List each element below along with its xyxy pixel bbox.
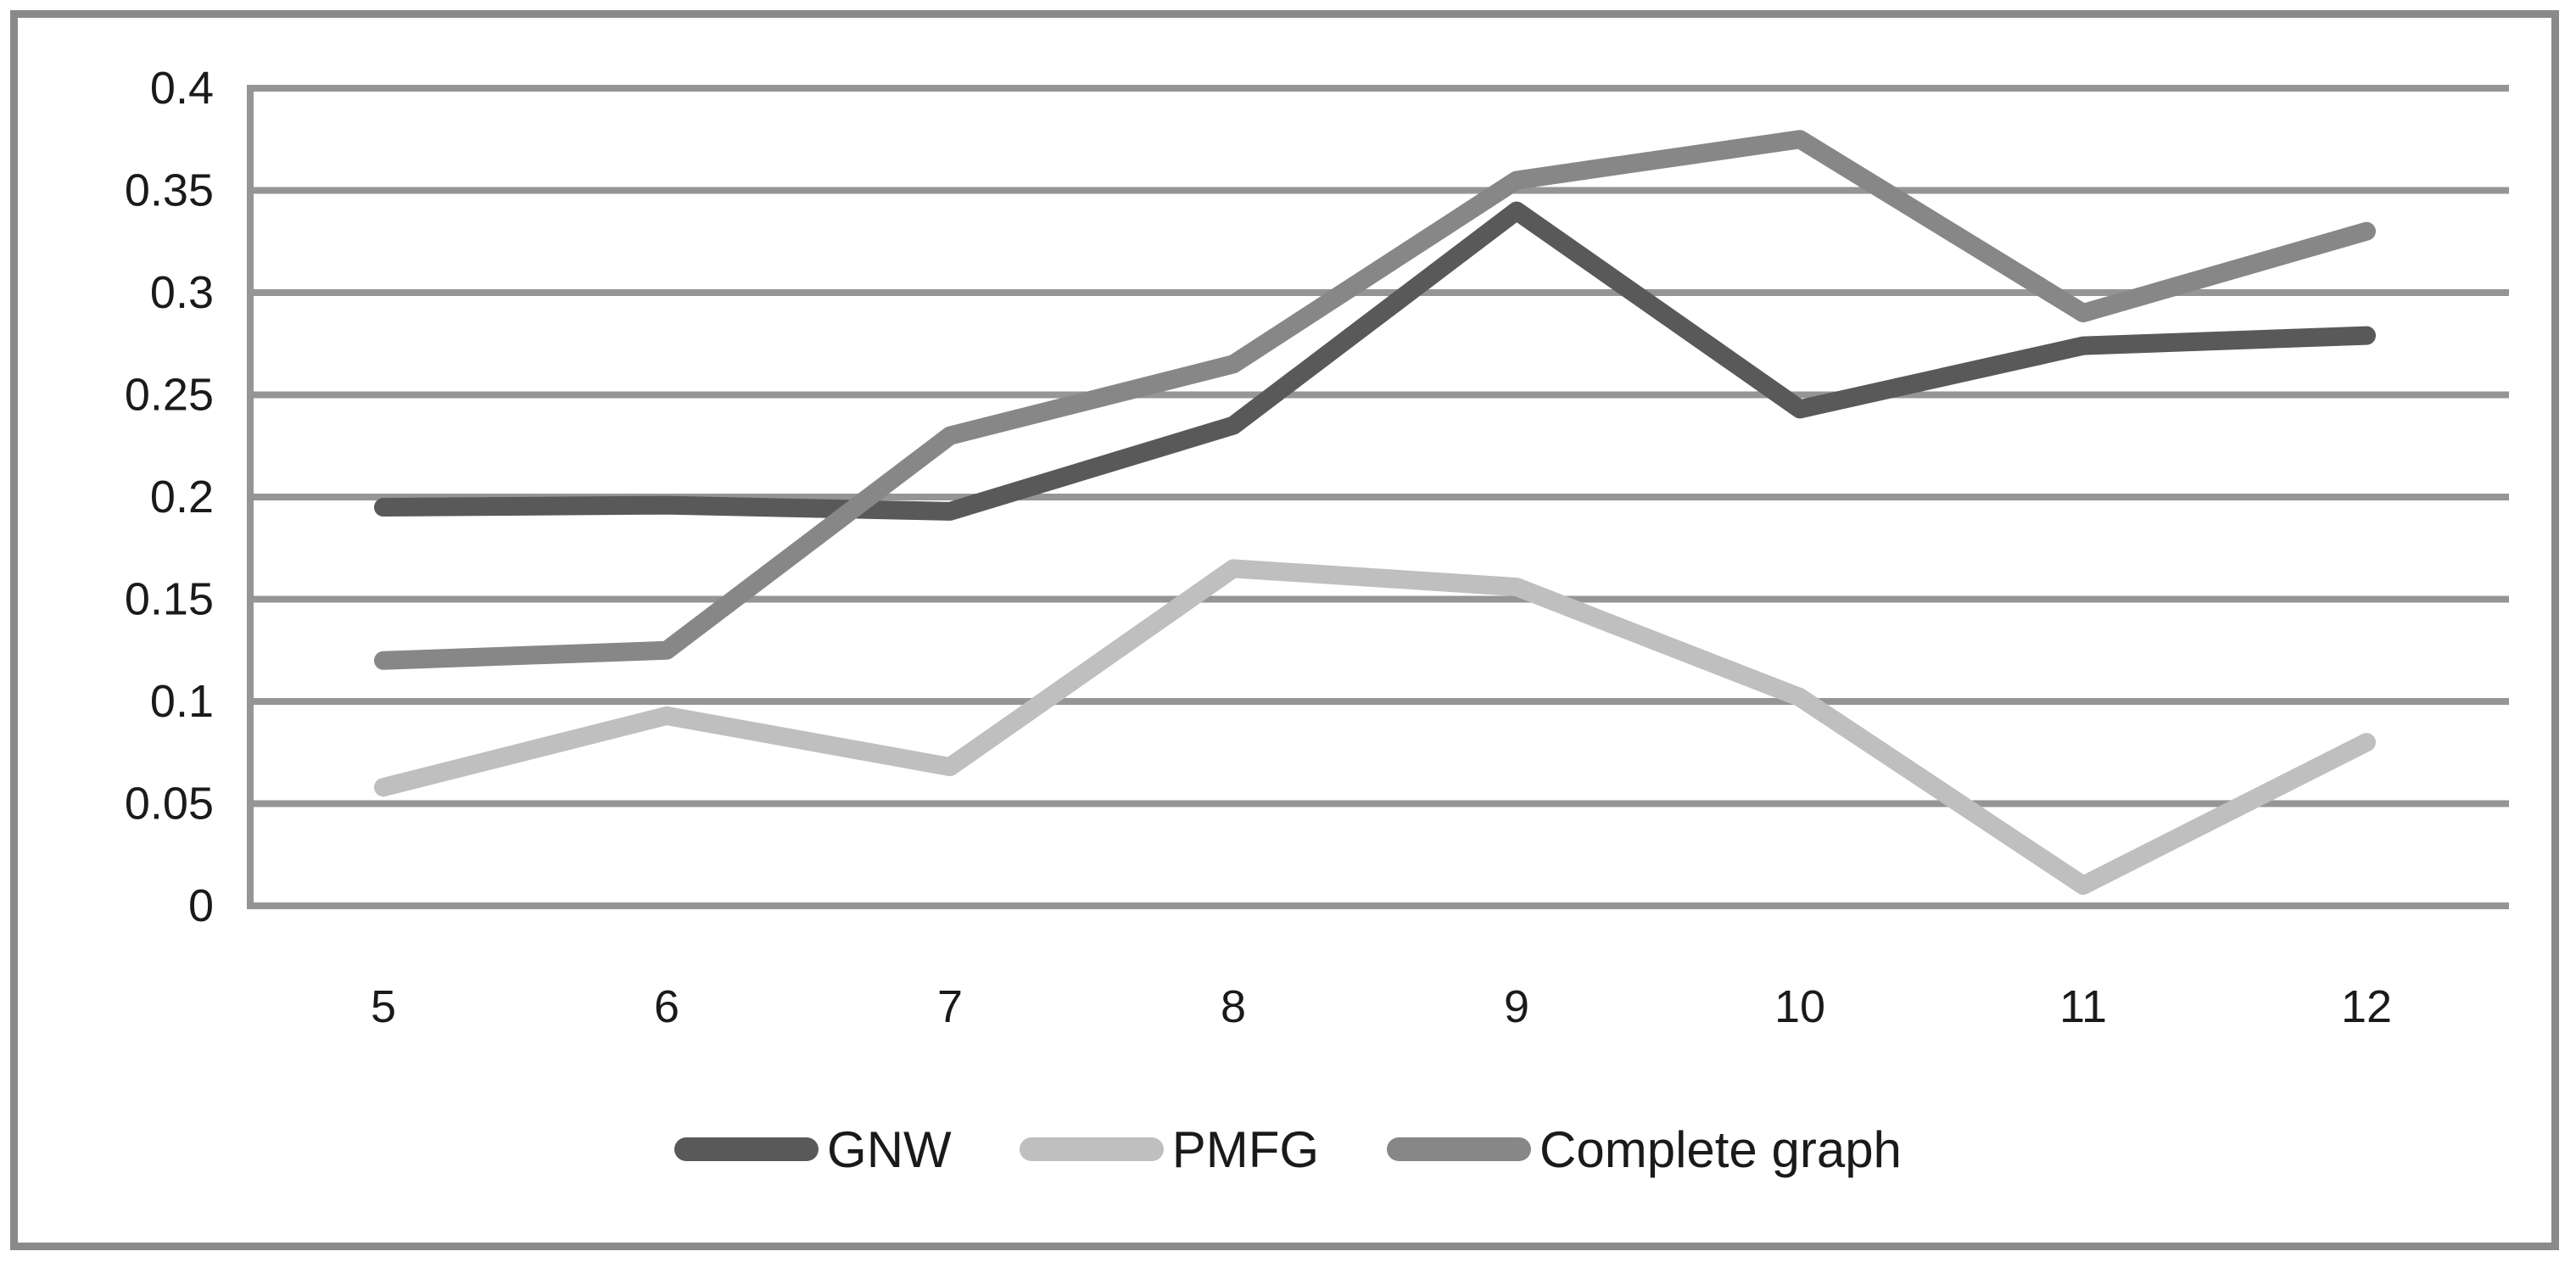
legend-label-gnw: GNW (827, 1120, 952, 1178)
x-axis-tick-labels: 5 6 7 8 9 10 11 12 (371, 981, 2392, 1032)
y-axis-tick-label: 0.3 (150, 267, 214, 318)
y-axis-tick-label: 0.2 (150, 472, 214, 522)
legend-item-complete-graph: Complete graph (1387, 1120, 1902, 1179)
y-axis-tick-label: 0.1 (150, 676, 214, 727)
x-axis-tick-label: 6 (654, 981, 679, 1032)
legend-label-complete-graph: Complete graph (1539, 1120, 1902, 1178)
series-line-complete-graph (374, 130, 2376, 670)
legend: GNW PMFG Complete graph (0, 1103, 2576, 1196)
complete-graph-line-swatch (1387, 1137, 1532, 1161)
x-axis-tick-label: 7 (937, 981, 963, 1032)
x-axis-tick-label: 5 (371, 981, 396, 1032)
gnw-line-swatch (674, 1137, 819, 1161)
legend-item-pmfg: PMFG (1019, 1120, 1320, 1179)
series-line-pmfg (374, 559, 2376, 895)
series-lines (374, 130, 2376, 895)
y-axis-tick-label: 0.15 (125, 574, 214, 625)
legend-label-pmfg: PMFG (1171, 1120, 1320, 1178)
pmfg-line-swatch (1019, 1137, 1164, 1161)
x-axis-tick-label: 12 (2341, 981, 2392, 1032)
x-axis-tick-label: 8 (1221, 981, 1246, 1032)
chart-outer-border (10, 10, 2559, 1250)
y-axis-tick-label: 0 (188, 880, 214, 931)
y-axis-tick-label: 0.25 (125, 370, 214, 421)
y-axis-tick-label: 0.4 (150, 63, 214, 114)
series-line-gnw (374, 201, 2376, 521)
y-axis-tick-label: 0.05 (125, 779, 214, 830)
x-axis-tick-label: 11 (2059, 981, 2107, 1032)
y-axis-tick-labels: 0 0.05 0.1 0.15 0.2 0.25 0.3 0.35 0.4 (125, 63, 214, 931)
x-axis-tick-label: 9 (1504, 981, 1529, 1032)
x-axis-tick-label: 10 (1774, 981, 1825, 1032)
y-axis-tick-label: 0.35 (125, 165, 214, 216)
legend-item-gnw: GNW (674, 1120, 952, 1179)
